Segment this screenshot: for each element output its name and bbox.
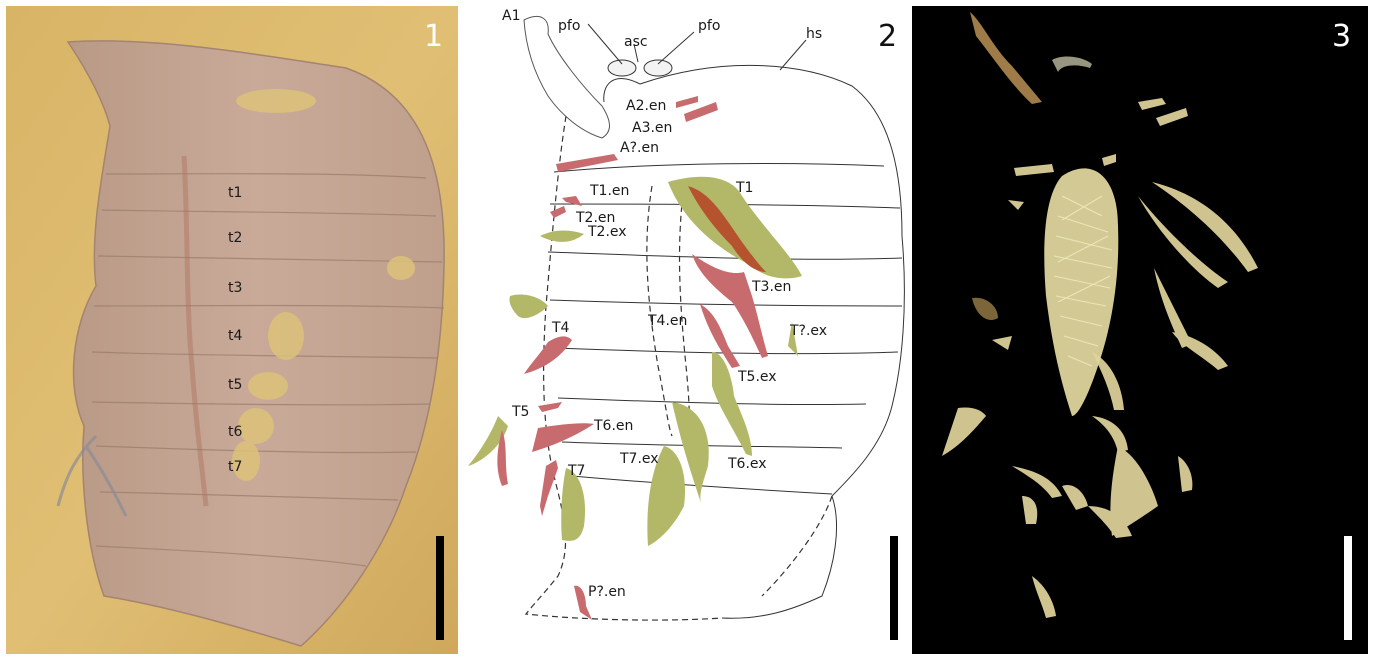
label-t4: T4: [551, 320, 570, 336]
endopods: [497, 96, 768, 620]
label-a1: A1: [502, 8, 520, 24]
label-pfo-left: pfo: [558, 18, 580, 34]
label-t5ex: T5.ex: [737, 369, 777, 385]
fossil-body: [66, 40, 445, 647]
segment-labels: t1 t2 t3 t4 t5 t6 t7: [228, 185, 242, 475]
label-t7ex: T7.ex: [619, 451, 659, 467]
label-t5: T5: [511, 404, 529, 420]
segment-label: t3: [228, 280, 242, 296]
label-asc: asc: [624, 34, 648, 50]
appendage-traces: [56, 434, 128, 517]
panel-1-photograph: 1 t1 t2 t3 t4 t5 t6 t7: [6, 6, 458, 654]
segment-label: t6: [228, 424, 242, 440]
scale-bar: [436, 536, 444, 640]
segment-label: t5: [228, 377, 242, 393]
exopods: [468, 176, 802, 546]
segment-label: t2: [228, 230, 242, 246]
label-t6ex: T6.ex: [727, 456, 767, 472]
scale-bar: [890, 536, 898, 640]
panel-number: 3: [1332, 19, 1351, 54]
label-a2en: A2.en: [626, 98, 666, 114]
label-t7: T7: [567, 463, 585, 479]
matrix-patches: [232, 89, 415, 481]
label-hs: hs: [806, 26, 822, 42]
label-aqen: A?.en: [620, 140, 659, 156]
antennule-a1: [523, 16, 610, 139]
label-t3en: T3.en: [751, 279, 791, 295]
panel-number: 2: [878, 19, 897, 54]
frontal-organs: [607, 59, 673, 77]
panel-number: 1: [424, 19, 443, 54]
label-pqen: P?.en: [588, 584, 626, 600]
label-a3en: A3.en: [632, 120, 672, 136]
label-t6en: T6.en: [593, 418, 633, 434]
anatomical-labels: A1 pfo asc pfo hs A2.en A3.en A?.en T1.e…: [502, 8, 827, 600]
label-t2en: T2.en: [575, 210, 615, 226]
label-t1en: T1.en: [589, 183, 629, 199]
segment-label: t1: [228, 185, 242, 201]
label-t4en: T4.en: [647, 313, 687, 329]
panel-3-microct: 3: [912, 6, 1368, 654]
label-t2ex: T2.ex: [587, 224, 627, 240]
scale-bar: [1344, 536, 1352, 640]
segment-label: t4: [228, 328, 242, 344]
central-mass: [1044, 168, 1119, 416]
gut-trace: [688, 186, 766, 272]
background: [912, 6, 1368, 654]
segment-label: t7: [228, 459, 242, 475]
leader-lines: [587, 23, 807, 71]
label-t1: T1: [735, 180, 753, 196]
panel-2-drawing: A1 pfo asc pfo hs A2.en A3.en A?.en T1.e…: [462, 6, 908, 654]
label-pfo-right: pfo: [698, 18, 720, 34]
sclerite-fragments: [942, 12, 1258, 618]
label-tqex: T?.ex: [789, 323, 827, 339]
gut-trace: [181, 155, 209, 507]
